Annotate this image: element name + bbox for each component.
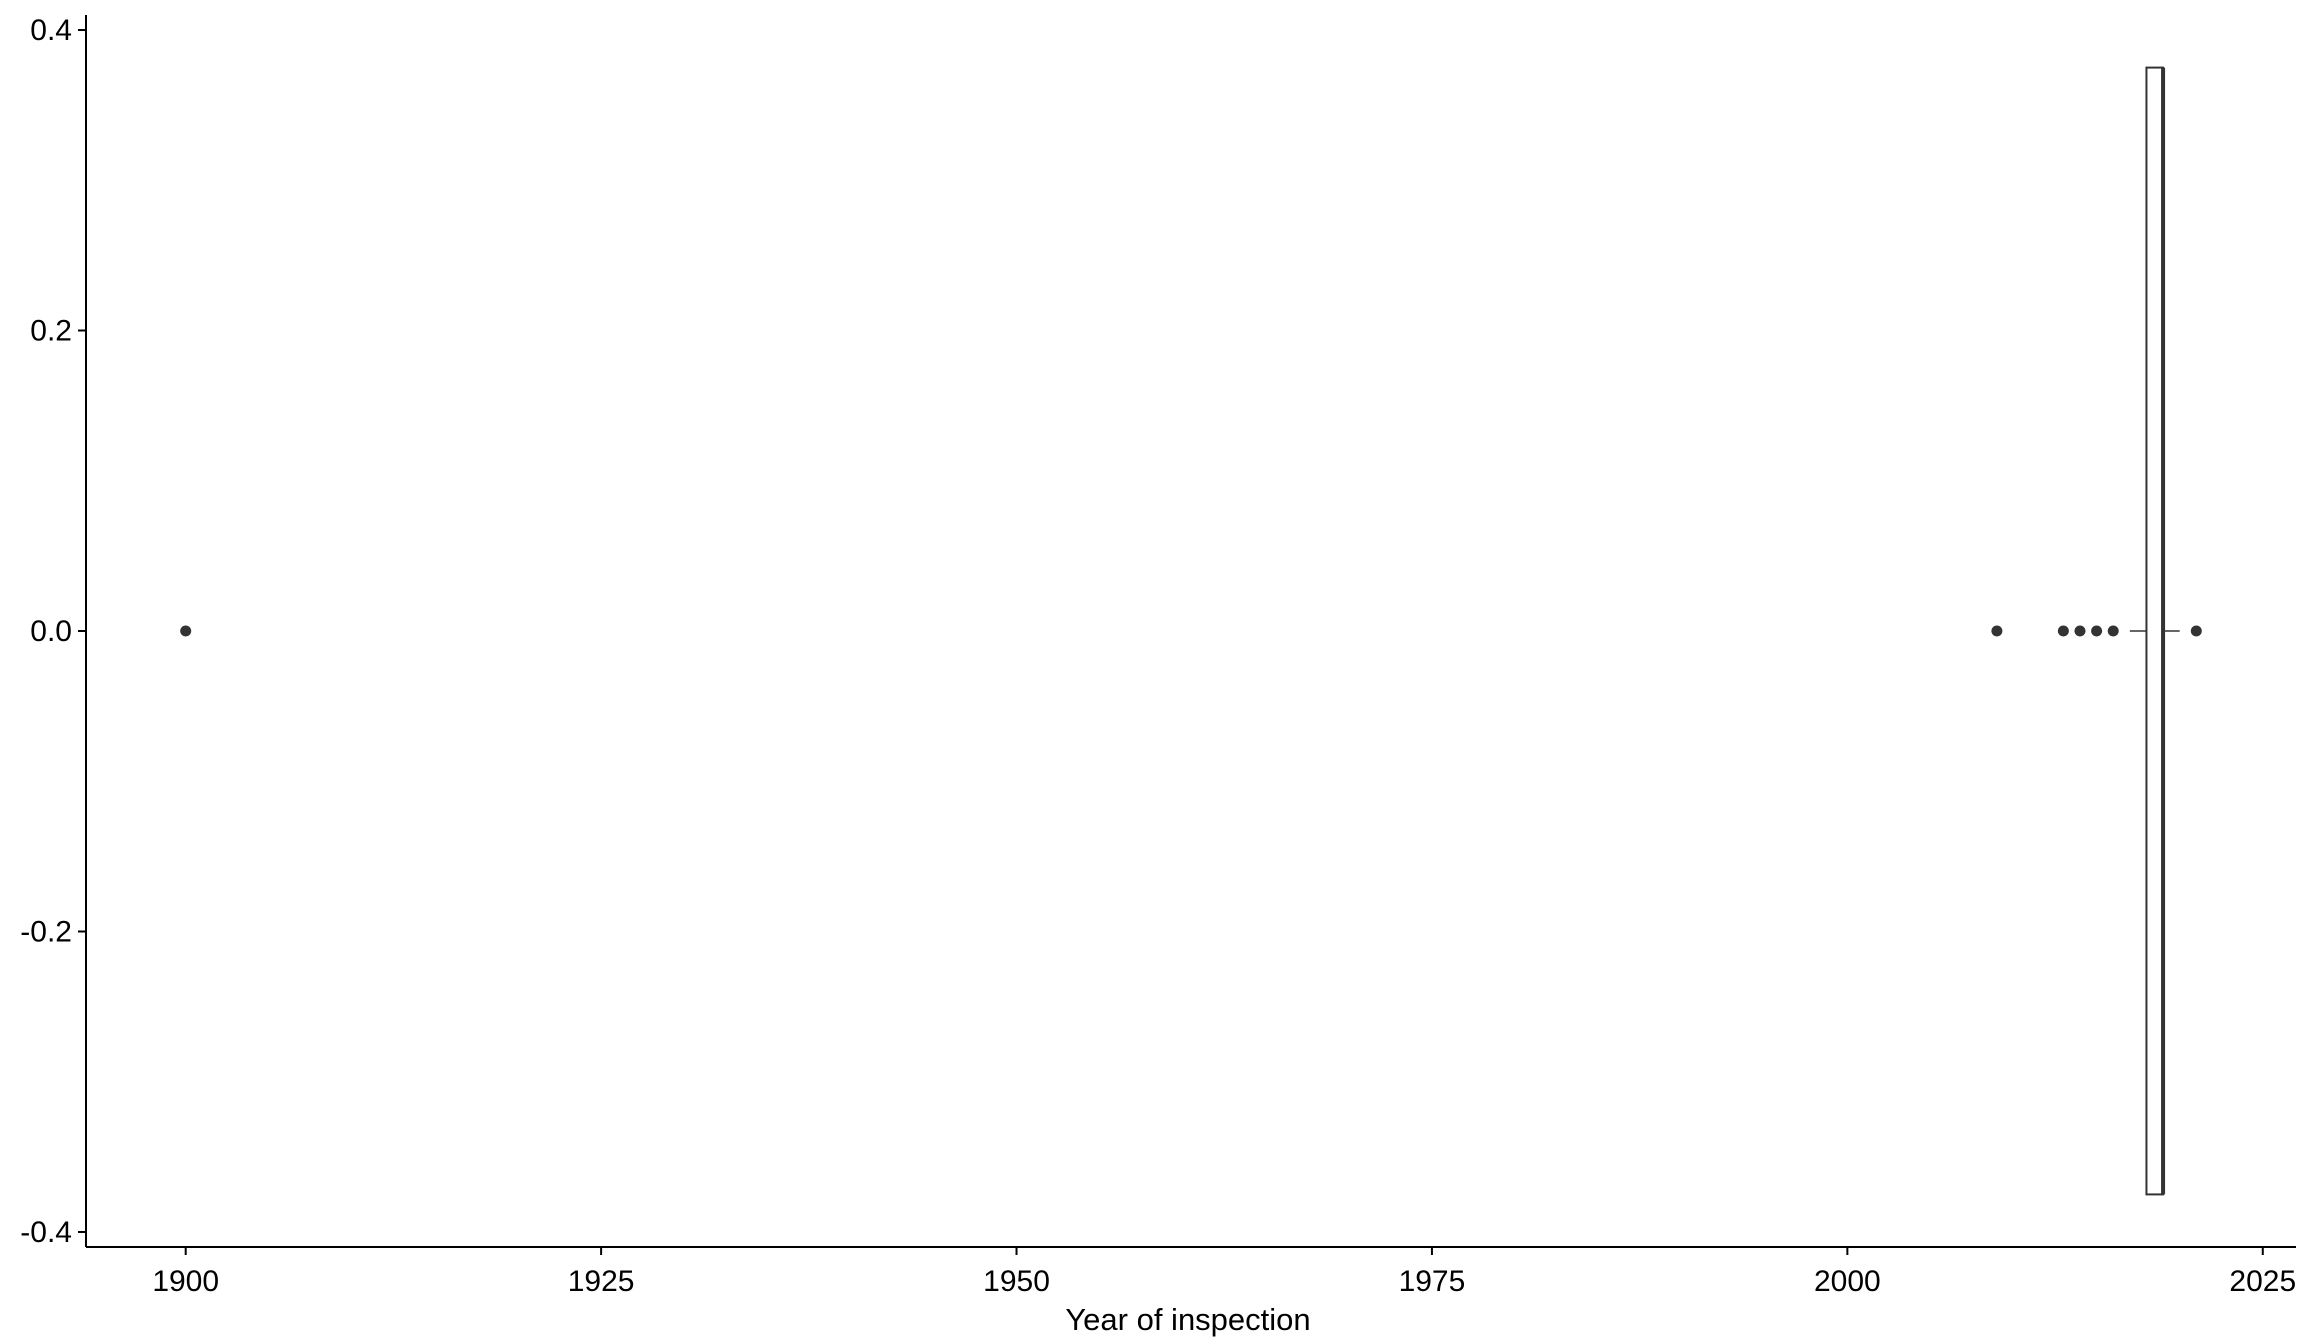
- y-tick-label: -0.4: [20, 1216, 72, 1249]
- y-axis-ticks: 0.4 0.2 0.0 -0.2 -0.4: [20, 14, 86, 1249]
- outlier-point: [1991, 625, 2003, 637]
- plot-marks: [180, 66, 2202, 1196]
- x-tick-label: 2000: [1814, 1265, 1881, 1298]
- x-axis-ticks: 1900 1925 1950 1975 2000 2025: [152, 1247, 2296, 1298]
- outlier-point: [2107, 625, 2119, 637]
- outlier-point: [180, 625, 192, 637]
- x-tick-label: 1900: [152, 1265, 219, 1298]
- outlier-point: [2074, 625, 2086, 637]
- y-tick-label: -0.2: [20, 915, 72, 948]
- y-tick-label: 0.0: [30, 615, 72, 648]
- outlier-point: [2091, 625, 2103, 637]
- y-tick-label: 0.4: [30, 14, 72, 47]
- x-tick-label: 1925: [568, 1265, 635, 1298]
- outlier-point: [2190, 625, 2202, 637]
- x-axis-title: Year of inspection: [1065, 1302, 1310, 1337]
- x-tick-label: 1975: [1399, 1265, 1466, 1298]
- x-tick-label: 2025: [2229, 1265, 2296, 1298]
- box-iqr: [2145, 66, 2165, 1196]
- axes: [85, 15, 2296, 1248]
- y-tick-label: 0.2: [30, 315, 72, 348]
- x-tick-label: 1950: [983, 1265, 1050, 1298]
- outlier-point: [2057, 625, 2069, 637]
